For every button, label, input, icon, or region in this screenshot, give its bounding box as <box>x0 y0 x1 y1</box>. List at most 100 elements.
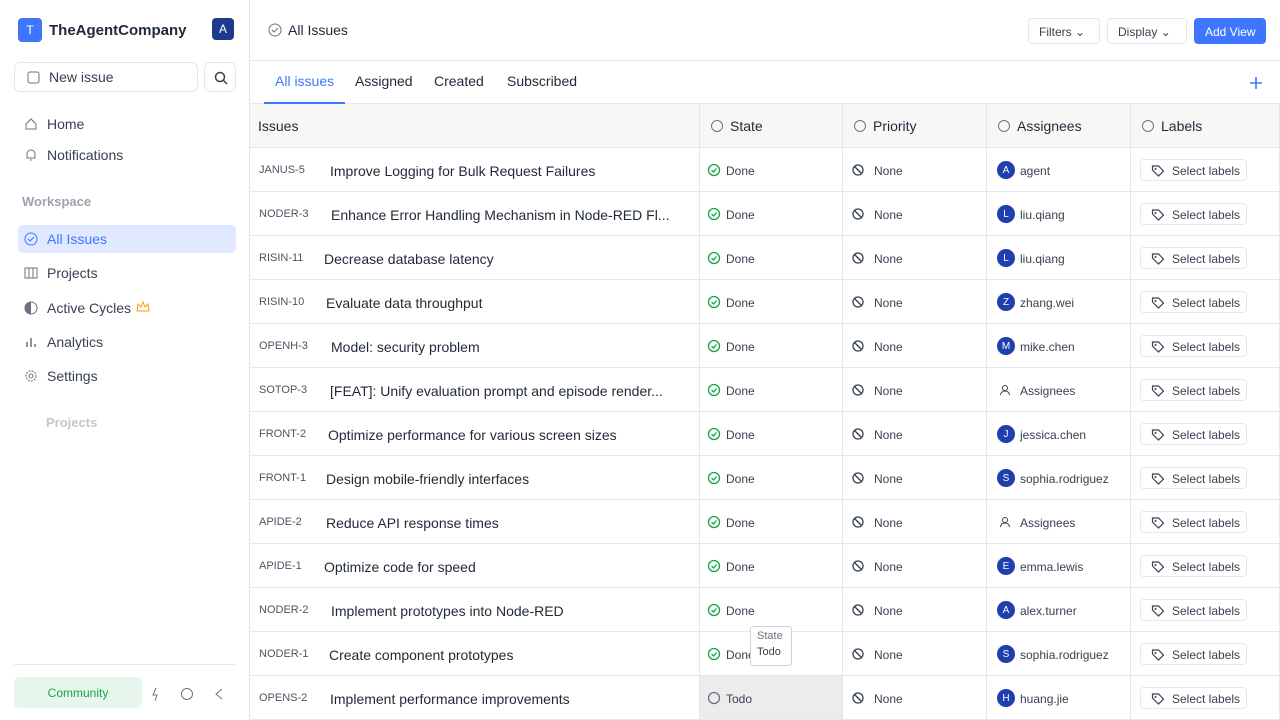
labels-button[interactable]: Select labels <box>1140 159 1247 181</box>
assignee-cell[interactable]: Assignees <box>987 500 1131 544</box>
state-cell[interactable]: Done <box>700 632 843 676</box>
workspace-name[interactable]: TheAgentCompany <box>49 22 187 39</box>
search-button[interactable] <box>204 62 236 92</box>
labels-button[interactable]: Select labels <box>1140 467 1247 489</box>
nav-label: All Issues <box>47 231 107 247</box>
labels-button[interactable]: Select labels <box>1140 511 1247 533</box>
workspace-logo[interactable]: T <box>18 18 42 42</box>
state-cell[interactable]: Done <box>700 280 843 324</box>
priority-cell[interactable]: None <box>843 324 987 368</box>
state-cell[interactable]: Done <box>700 324 843 368</box>
issue-cell[interactable]: FRONT-1 Design mobile-friendly interfaces <box>250 456 700 500</box>
column-header[interactable]: State <box>700 104 843 148</box>
page-title: All Issues <box>288 22 348 38</box>
column-header[interactable]: Labels <box>1131 104 1280 148</box>
labels-button[interactable]: Select labels <box>1140 379 1247 401</box>
issue-cell[interactable]: OPENH-3 Model: security problem <box>250 324 700 368</box>
state-cell[interactable]: Done <box>700 500 843 544</box>
tab[interactable]: Subscribed <box>507 73 578 89</box>
priority-cell[interactable]: None <box>843 676 987 720</box>
priority-cell[interactable]: None <box>843 544 987 588</box>
state-cell[interactable]: Done <box>700 412 843 456</box>
priority-icon <box>852 340 864 352</box>
assignee-cell[interactable]: Assignees <box>987 368 1131 412</box>
add-view-button[interactable]: Add View <box>1194 18 1266 44</box>
issue-cell[interactable]: RISIN-10 Evaluate data throughput <box>250 280 700 324</box>
issue-cell[interactable]: APIDE-1 Optimize code for speed <box>250 544 700 588</box>
issue-cell[interactable]: NODER-1 Create component prototypes <box>250 632 700 676</box>
priority-cell[interactable]: None <box>843 368 987 412</box>
projects-heading[interactable]: Projects <box>46 415 98 430</box>
labels-button[interactable]: Select labels <box>1140 247 1247 269</box>
labels-button[interactable]: Select labels <box>1140 335 1247 357</box>
issue-cell[interactable]: FRONT-2 Optimize performance for various … <box>250 412 700 456</box>
labels-button[interactable]: Select labels <box>1140 687 1247 709</box>
priority-label: None <box>874 252 903 266</box>
state-cell[interactable]: Done <box>700 148 843 192</box>
column-header[interactable]: Priority <box>843 104 987 148</box>
footer-icons[interactable] <box>150 686 230 702</box>
state-cell[interactable]: Done <box>700 368 843 412</box>
tab[interactable]: All issues <box>264 73 346 104</box>
labels-button[interactable]: Select labels <box>1140 599 1247 621</box>
issue-cell[interactable]: RISIN-11 Decrease database latency <box>250 236 700 280</box>
priority-cell[interactable]: None <box>843 148 987 192</box>
state-cell[interactable]: Done <box>700 456 843 500</box>
state-cell[interactable]: Done <box>700 192 843 236</box>
priority-label: None <box>874 516 903 530</box>
nav-all-issues[interactable]: All Issues <box>18 225 236 253</box>
display-button[interactable]: Display ⌄ <box>1107 18 1187 44</box>
priority-cell[interactable]: None <box>843 588 987 632</box>
tab[interactable]: Created <box>434 73 484 89</box>
labels-button[interactable]: Select labels <box>1140 291 1247 313</box>
state-label: Done <box>726 296 755 310</box>
labels-button[interactable]: Select labels <box>1140 423 1247 445</box>
nav-projects[interactable]: Projects <box>18 259 236 287</box>
state-cell[interactable]: Done <box>700 544 843 588</box>
priority-cell[interactable]: None <box>843 632 987 676</box>
priority-cell[interactable]: None <box>843 500 987 544</box>
community-button[interactable]: Community <box>14 677 142 708</box>
issue-cell[interactable]: JANUS-5 Improve Logging for Bulk Request … <box>250 148 700 192</box>
nav-home[interactable]: Home <box>18 110 236 138</box>
home-icon <box>25 118 37 130</box>
new-issue-button[interactable]: New issue <box>14 62 198 92</box>
state-cell[interactable]: Done <box>700 236 843 280</box>
issue-cell[interactable]: APIDE-2 Reduce API response times <box>250 500 700 544</box>
labels-button[interactable]: Select labels <box>1140 555 1247 577</box>
priority-cell[interactable]: None <box>843 456 987 500</box>
issue-cell[interactable]: OPENS-2 Implement performance improvement… <box>250 676 700 720</box>
labels-button[interactable]: Select labels <box>1140 203 1247 225</box>
column-header[interactable]: Assignees <box>987 104 1131 148</box>
nav-notifications[interactable]: Notifications <box>18 141 236 169</box>
nav-analytics[interactable]: Analytics <box>18 328 236 356</box>
state-cell[interactable]: Todo <box>700 676 843 720</box>
issue-cell[interactable]: NODER-3 Enhance Error Handling Mechanism … <box>250 192 700 236</box>
nav-active-cycles[interactable]: Active Cycles <box>18 294 236 322</box>
priority-cell[interactable]: None <box>843 192 987 236</box>
add-tab-button[interactable] <box>1248 75 1264 91</box>
priority-cell[interactable]: None <box>843 280 987 324</box>
nav-settings[interactable]: Settings <box>18 362 236 390</box>
user-avatar[interactable]: A <box>212 18 234 40</box>
dropdown-option[interactable]: Todo <box>757 646 781 658</box>
priority-cell[interactable]: None <box>843 412 987 456</box>
filters-button[interactable]: Filters ⌄ <box>1028 18 1100 44</box>
issue-cell[interactable]: SOTOP-3 [FEAT]: Unify evaluation prompt a… <box>250 368 700 412</box>
priority-cell[interactable]: None <box>843 236 987 280</box>
workspace-heading[interactable]: Workspace <box>22 194 92 209</box>
issue-cell[interactable]: NODER-2 Implement prototypes into Node-RE… <box>250 588 700 632</box>
tab[interactable]: Assigned <box>355 73 413 89</box>
labels-button[interactable]: Select labels <box>1140 643 1247 665</box>
